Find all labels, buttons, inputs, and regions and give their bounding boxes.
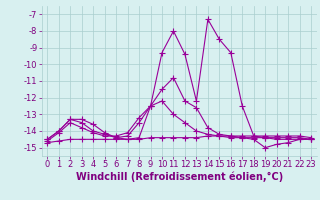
X-axis label: Windchill (Refroidissement éolien,°C): Windchill (Refroidissement éolien,°C) [76,172,283,182]
